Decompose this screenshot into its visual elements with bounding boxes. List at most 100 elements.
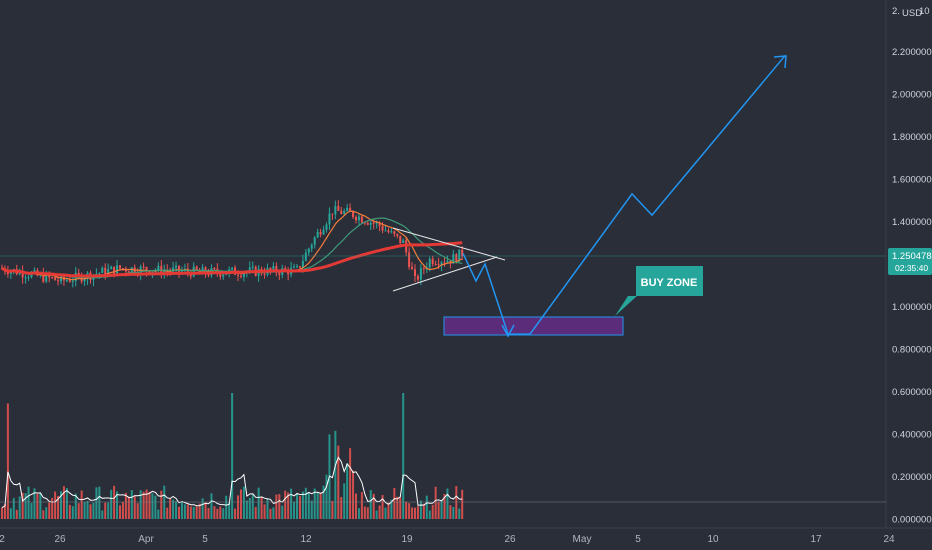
candle-body — [340, 210, 343, 214]
candle-body — [6, 271, 9, 275]
volume-bar — [207, 507, 210, 519]
candle-body — [195, 266, 198, 271]
candle-body — [251, 266, 254, 268]
candle-body — [319, 231, 322, 235]
volume-bar — [355, 493, 357, 519]
volume-bar — [204, 502, 207, 519]
candle-body — [296, 266, 298, 268]
candle-body — [393, 231, 396, 234]
candle-body — [399, 235, 402, 243]
projection-path[interactable] — [462, 55, 786, 335]
volume-bar — [393, 487, 396, 519]
volume-bar — [307, 492, 310, 519]
volume-ma-line — [1, 456, 463, 509]
candle-body — [293, 266, 296, 268]
candle-body — [142, 266, 145, 268]
volume-bar — [160, 490, 163, 519]
volume-bar — [121, 501, 124, 519]
volume-bar — [124, 492, 127, 519]
candle-body — [192, 266, 195, 277]
volume-bar — [337, 445, 340, 519]
volume-bar — [104, 502, 107, 519]
candle-body — [219, 273, 222, 277]
volume-bar — [357, 508, 360, 519]
x-tick-label: Apr — [138, 534, 154, 545]
volume-bar — [222, 508, 225, 519]
candle-body — [461, 249, 464, 257]
volume-bar — [419, 500, 422, 519]
candle-body — [157, 265, 160, 271]
y-tick-label: 1.600000 — [892, 175, 932, 186]
triangle-top-line — [392, 227, 506, 261]
candle-body — [419, 268, 422, 280]
candle-body — [239, 275, 242, 277]
volume-bar — [219, 506, 222, 519]
x-tick-label: 2 — [0, 534, 5, 545]
volume-bar — [113, 485, 116, 519]
buy-zone-callout[interactable]: BUY ZONE — [615, 266, 703, 316]
candle-body — [363, 222, 366, 224]
candle-body — [83, 278, 86, 282]
candle-body — [437, 264, 440, 266]
candle-body — [116, 265, 119, 274]
candle-body — [242, 273, 245, 277]
candle-body — [328, 213, 331, 225]
volume-bar — [142, 491, 145, 519]
volume-bar — [254, 506, 257, 519]
volume-bar — [65, 488, 68, 519]
volume-bar — [248, 497, 251, 519]
y-tick-label: 1.800000 — [892, 132, 932, 143]
candle-body — [113, 266, 116, 274]
volume-bar — [9, 508, 12, 519]
volume-bar — [145, 489, 148, 519]
volume-bar — [242, 486, 245, 519]
candle-body — [68, 280, 71, 282]
volume-bar — [83, 502, 86, 519]
volume-bar — [440, 500, 443, 519]
candle-body — [107, 269, 110, 276]
volume-bar — [396, 496, 399, 519]
volume-bar — [42, 510, 45, 519]
volume-bar — [178, 506, 180, 519]
volume-bar — [245, 500, 248, 519]
volume-bar — [375, 510, 378, 519]
volume-bar — [369, 490, 372, 519]
volume-bar — [316, 492, 319, 519]
volume-bar — [151, 493, 154, 519]
candle-body — [301, 260, 304, 268]
candle-body — [357, 216, 360, 221]
arrowhead-down — [501, 324, 515, 338]
volume-bar — [231, 393, 234, 519]
y-tick-label: 0.000000 — [892, 515, 932, 526]
volume-bar — [402, 393, 405, 519]
candle-body — [127, 271, 130, 273]
candle-body — [349, 207, 352, 212]
volume-bar — [387, 502, 390, 519]
volume-bar — [301, 491, 304, 519]
x-tick-label: 10 — [707, 534, 719, 545]
buy-zone-rect[interactable] — [443, 316, 624, 336]
candle-body — [145, 267, 148, 272]
volume-bar — [228, 502, 231, 519]
x-tick-label: 17 — [810, 534, 822, 545]
candle-body — [110, 266, 113, 270]
candle-body — [346, 207, 349, 211]
candle-body — [316, 231, 319, 238]
volume-bar — [414, 507, 416, 519]
x-tick-label: May — [573, 534, 592, 545]
volume-bar — [313, 488, 316, 519]
volume-bar — [1, 507, 3, 519]
candle-body — [378, 222, 381, 227]
candle-body — [434, 264, 437, 266]
volume-bar — [381, 494, 384, 519]
price-axis-top-label: 2. — [892, 6, 900, 17]
candle-body — [355, 216, 357, 221]
volume-bar — [428, 510, 431, 519]
candle-body — [396, 233, 399, 236]
volume-bar — [71, 506, 74, 519]
candle-body — [180, 270, 183, 272]
candle-body — [263, 273, 266, 275]
y-tick-label: 2.000000 — [892, 90, 932, 101]
candle-body — [369, 222, 372, 225]
